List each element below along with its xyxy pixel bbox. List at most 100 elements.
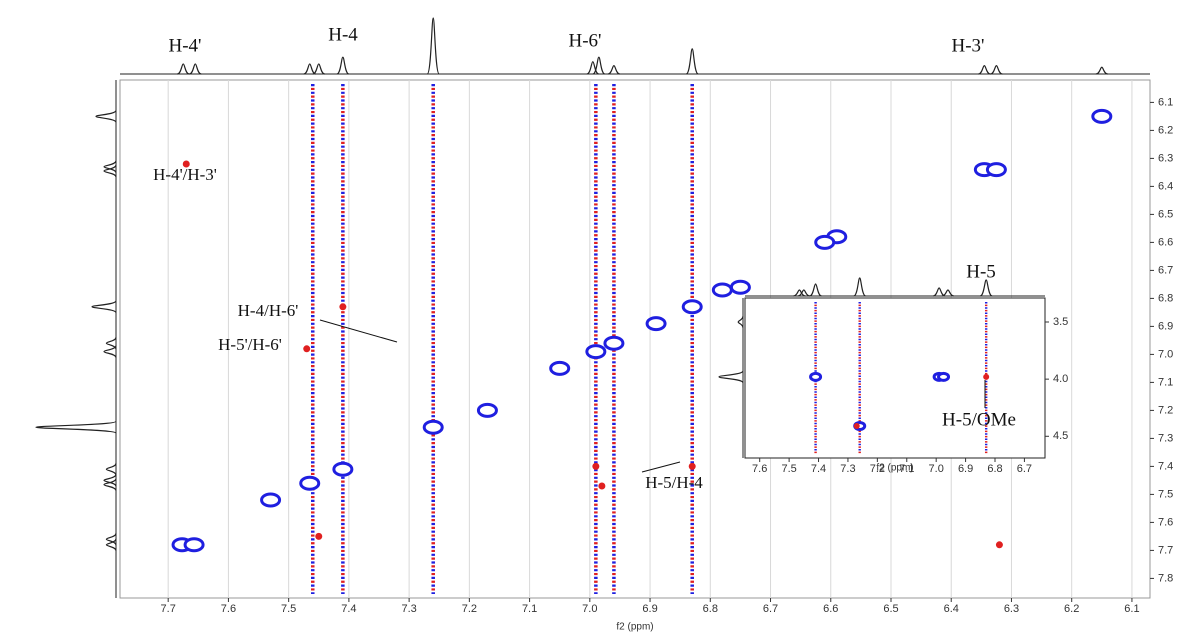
cross-peak <box>1091 108 1113 124</box>
y-tick-label: 6.9 <box>1158 320 1173 332</box>
x-tick-label: 7.1 <box>522 603 537 615</box>
cross-peak <box>183 537 205 553</box>
pointer-line <box>641 461 681 473</box>
x-axis-label: f2 (ppm) <box>616 622 653 633</box>
left-projection-peak <box>718 370 744 384</box>
x-tick-label: 6.3 <box>1004 603 1019 615</box>
annotation: H-4' <box>169 35 202 56</box>
top-projection-peak <box>793 289 806 297</box>
x-tick-label: 6.7 <box>1017 463 1032 475</box>
x-tick-label: 6.8 <box>703 603 718 615</box>
left-projection-peak <box>105 533 117 546</box>
top-projection-peak <box>592 56 606 75</box>
x-tick-label: 7.5 <box>281 603 296 615</box>
top-projection-peak <box>586 61 600 75</box>
cross-peak <box>681 299 703 315</box>
cross-peak <box>476 402 498 418</box>
cross-peak <box>711 282 733 298</box>
y-tick-label: 6.6 <box>1158 236 1173 248</box>
cross-peak <box>422 419 444 435</box>
cross-peak <box>603 335 625 351</box>
cross-peak <box>645 316 667 332</box>
y-tick-label: 7.3 <box>1158 432 1173 444</box>
left-projection-peak <box>103 345 117 358</box>
y-tick-label: 6.4 <box>1158 180 1173 192</box>
cross-peak <box>339 303 347 311</box>
left-projection-peak <box>103 474 117 487</box>
cross-peak <box>299 475 321 491</box>
x-tick-label: 7.6 <box>221 603 236 615</box>
x-tick-label: 7.2 <box>462 603 477 615</box>
x-tick-label: 7.2 <box>870 463 885 475</box>
top-projection-peak <box>932 287 946 297</box>
cross-peak <box>315 532 323 540</box>
top-projection-peak <box>797 289 810 297</box>
left-projection-peak <box>105 463 117 476</box>
x-tick-label: 7.1 <box>899 463 914 475</box>
cross-peak <box>260 492 282 508</box>
x-tick-label: 7.4 <box>341 603 356 615</box>
cross-peak <box>809 371 823 382</box>
top-projection-peak <box>336 56 350 75</box>
x-tick-label: 7.5 <box>781 463 796 475</box>
top-projection-peak <box>853 277 866 297</box>
cross-peak <box>995 541 1003 549</box>
cross-peak <box>853 423 860 429</box>
y-tick-label: 7.0 <box>1158 348 1173 360</box>
y-tick-label: 6.2 <box>1158 124 1173 136</box>
top-projection-peak <box>607 64 621 75</box>
top-projection-peak <box>979 279 993 297</box>
annotation: H-4/H-6' <box>238 301 299 320</box>
cross-peak <box>549 360 571 376</box>
cross-peak <box>585 344 607 360</box>
top-projection-peak <box>177 63 190 75</box>
annotation: H-5/OMe <box>942 409 1016 430</box>
x-axis-label: f2 (ppm) <box>876 463 913 474</box>
cross-peak <box>814 234 836 250</box>
x-tick-label: 6.9 <box>958 463 973 475</box>
cross-peak <box>983 373 990 380</box>
left-projection-peak <box>91 300 117 314</box>
y-tick-label: 7.5 <box>1158 488 1173 500</box>
annotation: H-5/H-4 <box>645 473 703 492</box>
left-projection-peak <box>105 538 117 551</box>
cross-peak <box>729 279 751 295</box>
top-projection-peak <box>303 63 316 75</box>
cross-peak <box>303 345 311 353</box>
top-projection-peak <box>189 63 202 75</box>
y-tick-label: 6.3 <box>1158 152 1173 164</box>
cross-peak <box>688 462 696 470</box>
left-projection-peak <box>103 478 117 491</box>
x-tick-label: 6.1 <box>1124 603 1139 615</box>
annotation: H-3' <box>952 35 985 56</box>
top-projection-peak <box>685 48 699 75</box>
x-tick-label: 7.6 <box>752 463 767 475</box>
y-tick-label: 6.7 <box>1158 264 1173 276</box>
y-tick-label: 6.1 <box>1158 96 1173 108</box>
top-projection-peak <box>809 283 822 297</box>
y-tick-label: 4.0 <box>1053 373 1068 385</box>
y-tick-label: 7.2 <box>1158 404 1173 416</box>
top-projection-peak <box>941 289 955 297</box>
x-tick-label: 6.7 <box>763 603 778 615</box>
x-tick-label: 6.6 <box>823 603 838 615</box>
y-tick-label: 7.7 <box>1158 544 1173 556</box>
x-tick-label: 7.4 <box>811 463 826 475</box>
top-projection-peak <box>990 64 1003 75</box>
x-tick-label: 7.0 <box>582 603 597 615</box>
x-tick-label: 7.3 <box>401 603 416 615</box>
y-tick-label: 7.1 <box>1158 376 1173 388</box>
plot-area <box>744 297 1046 459</box>
left-projection-peak <box>105 337 117 350</box>
cross-peak <box>598 482 606 490</box>
top-projection-peak <box>978 64 991 75</box>
left-projection-peak <box>103 164 117 178</box>
y-tick-label: 7.8 <box>1158 572 1173 584</box>
x-tick-label: 6.8 <box>987 463 1002 475</box>
y-tick-label: 6.5 <box>1158 208 1173 220</box>
annotation: H-5 <box>966 261 996 282</box>
annotation: H-5'/H-6' <box>218 335 282 354</box>
left-projection-peak <box>103 160 117 174</box>
left-projection-peak <box>95 110 117 123</box>
